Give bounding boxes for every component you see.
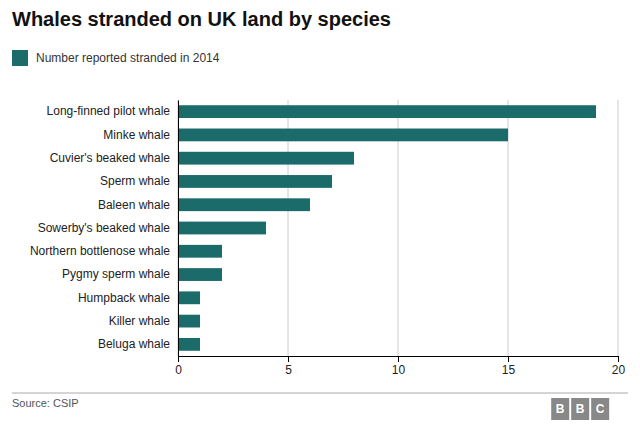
tick-mark	[178, 356, 179, 362]
logo-letter: B	[556, 402, 565, 416]
tick: Minke whale	[103, 128, 178, 142]
tick-label: Humpback whale	[78, 291, 170, 305]
bar	[178, 222, 266, 235]
tick-label: Minke whale	[103, 128, 170, 142]
value-axis: 0 5 10 15 20	[175, 356, 625, 377]
tick: 10	[392, 356, 406, 377]
logo: BBC	[551, 398, 609, 420]
source: Source: CSIP	[12, 397, 79, 409]
logo-box	[591, 398, 609, 420]
tick: Baleen whale	[98, 198, 178, 212]
tick: Northern bottlenose whale	[30, 244, 178, 258]
tick-mark	[508, 356, 509, 362]
bar	[178, 152, 354, 165]
logo-box	[571, 398, 589, 420]
tick: Humpback whale	[78, 291, 178, 305]
tick: Beluga whale	[98, 337, 178, 351]
tick-mark	[398, 356, 399, 362]
logo-letter: B	[576, 402, 585, 416]
tick: Pygmy sperm whale	[62, 267, 178, 281]
tick-mark	[288, 356, 289, 362]
tick-label: Long-finned pilot whale	[47, 104, 171, 118]
bar	[178, 291, 200, 304]
legend-label: Number reported stranded in 2014	[36, 51, 220, 65]
bar	[178, 315, 200, 328]
bar	[178, 175, 332, 188]
grid-line	[618, 100, 619, 356]
axis-line	[178, 101, 179, 357]
tick-label: Northern bottlenose whale	[30, 244, 170, 258]
separator	[12, 393, 628, 394]
tick: Cuvier's beaked whale	[50, 151, 178, 165]
tick: 20	[612, 356, 626, 377]
tick-label: Beluga whale	[98, 337, 170, 351]
tick-label: Sowerby's beaked whale	[38, 221, 171, 235]
legend: Number reported stranded in 2014	[12, 50, 220, 66]
bar	[178, 105, 596, 118]
logo-letter: C	[596, 402, 605, 416]
bar	[178, 245, 222, 258]
plot: 0 5 10 15 20 Long-finned pilot whale Minke wha…	[30, 100, 626, 377]
logo-box	[551, 398, 569, 420]
legend-swatch	[12, 50, 28, 66]
bars	[178, 105, 596, 351]
tick: Sperm whale	[100, 174, 178, 188]
tick-label: 10	[392, 363, 406, 377]
tick-label: Sperm whale	[100, 174, 170, 188]
chart: Whales stranded on UK land by species Num…	[0, 0, 640, 426]
bar	[178, 268, 222, 281]
tick-label: 0	[175, 363, 182, 377]
tick: Long-finned pilot whale	[47, 104, 178, 118]
axis-line	[179, 357, 619, 363]
bar	[178, 338, 200, 351]
grid	[178, 100, 618, 356]
tick: 0	[175, 356, 182, 377]
grid-line	[178, 100, 179, 356]
tick: 5	[285, 356, 292, 377]
tick-label: 20	[612, 363, 626, 377]
tick-label: Cuvier's beaked whale	[50, 151, 171, 165]
tick-label: 15	[502, 363, 516, 377]
bar	[178, 198, 310, 211]
tick-label: Baleen whale	[98, 198, 170, 212]
tick: 15	[502, 356, 516, 377]
bar	[178, 129, 508, 142]
tick-mark	[618, 356, 619, 362]
tick-label: Pygmy sperm whale	[62, 267, 170, 281]
tick: Sowerby's beaked whale	[38, 221, 178, 235]
title: Whales stranded on UK land by species	[12, 8, 391, 30]
category-axis: Long-finned pilot whale Minke whale Cuvier…	[30, 101, 179, 357]
tick-label: Killer whale	[109, 314, 171, 328]
tick-label: 5	[285, 363, 292, 377]
tick: Killer whale	[109, 314, 178, 328]
